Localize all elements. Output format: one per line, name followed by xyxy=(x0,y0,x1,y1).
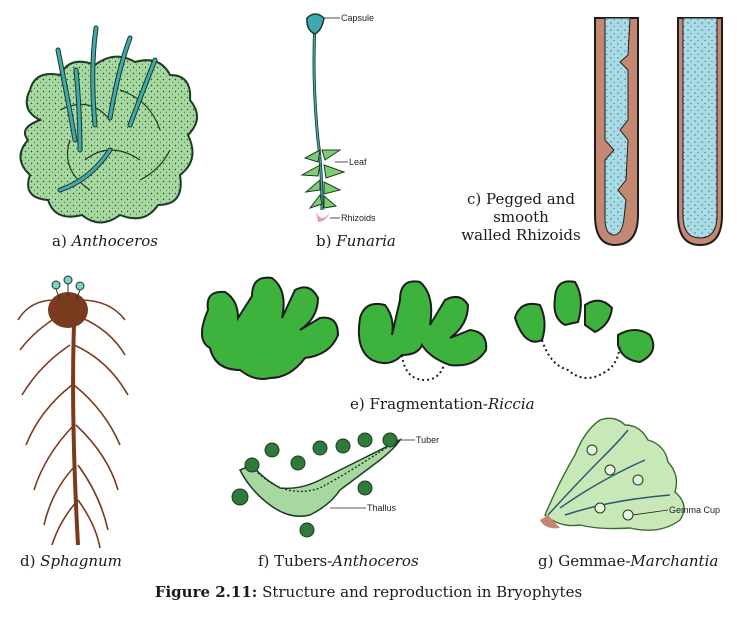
caption-c-line2: smooth xyxy=(493,208,549,226)
caption-d-prefix: d) xyxy=(20,552,41,570)
caption-b: b) Funaria xyxy=(316,232,396,250)
tubers-label-tuber: Tuber xyxy=(416,435,439,445)
caption-e: e) Fragmentation-Riccia xyxy=(350,395,535,413)
rhizoids-illustration xyxy=(594,17,723,247)
tubers-label-thallus: Thallus xyxy=(367,503,397,513)
caption-a: a) Anthoceros xyxy=(52,232,158,250)
funaria-label-leaf: Leaf xyxy=(349,157,367,167)
caption-a-name: Anthoceros xyxy=(71,232,158,250)
caption-b-prefix: b) xyxy=(316,232,337,250)
caption-e-prefix: e) Fragmentation- xyxy=(350,395,488,413)
caption-c-line3: walled Rhizoids xyxy=(461,226,581,244)
caption-f-name: Anthoceros xyxy=(332,552,419,570)
caption-e-name: Riccia xyxy=(487,395,535,413)
caption-d: d) Sphagnum xyxy=(20,552,122,570)
funaria-label-capsule: Capsule xyxy=(341,13,374,23)
caption-a-prefix: a) xyxy=(52,232,72,250)
figure-number: Figure 2.11: xyxy=(154,583,258,601)
caption-g-prefix: g) Gemmae- xyxy=(538,552,631,570)
caption-d-name: Sphagnum xyxy=(40,552,122,570)
caption-c-line1: c) Pegged and xyxy=(467,190,575,208)
caption-f: f) Tubers-Anthoceros xyxy=(258,552,419,570)
figure-caption: Figure 2.11: Structure and reproduction … xyxy=(0,583,737,601)
caption-b-name: Funaria xyxy=(336,232,396,250)
caption-c: c) Pegged and smooth walled Rhizoids xyxy=(460,190,582,244)
riccia-fragmentation-illustration xyxy=(201,276,655,382)
funaria-illustration: Capsule Leaf Rhizoids xyxy=(300,13,376,223)
anthoceros-illustration xyxy=(19,25,198,224)
funaria-label-rhizoids: Rhizoids xyxy=(341,213,376,223)
marchantia-gemmae-illustration: Gemma Cup xyxy=(540,417,720,531)
caption-g: g) Gemmae-Marchantia xyxy=(538,552,718,570)
sphagnum-illustration xyxy=(17,275,129,549)
caption-g-name: Marchantia xyxy=(630,552,719,570)
figure-caption-text: Structure and reproduction in Bryophytes xyxy=(257,583,583,601)
caption-f-prefix: f) Tubers- xyxy=(258,552,333,570)
gemmae-label-gemma-cup: Gemma Cup xyxy=(669,505,720,515)
anthoceros-tubers-illustration: Tuber Thallus xyxy=(231,432,439,538)
